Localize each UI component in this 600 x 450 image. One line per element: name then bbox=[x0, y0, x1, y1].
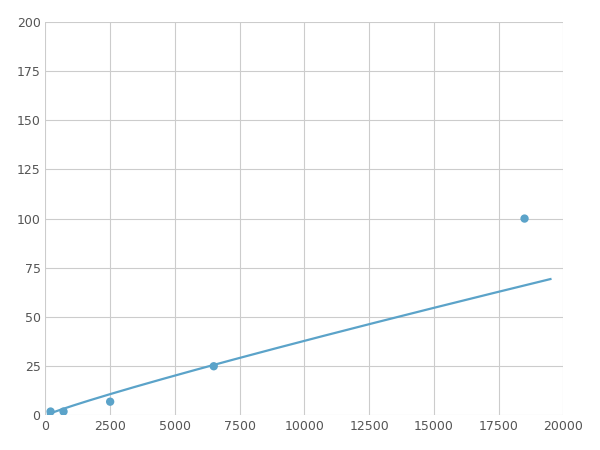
Point bbox=[106, 398, 115, 405]
Point bbox=[520, 215, 529, 222]
Point bbox=[59, 408, 68, 415]
Point bbox=[209, 363, 218, 370]
Point bbox=[46, 408, 55, 415]
